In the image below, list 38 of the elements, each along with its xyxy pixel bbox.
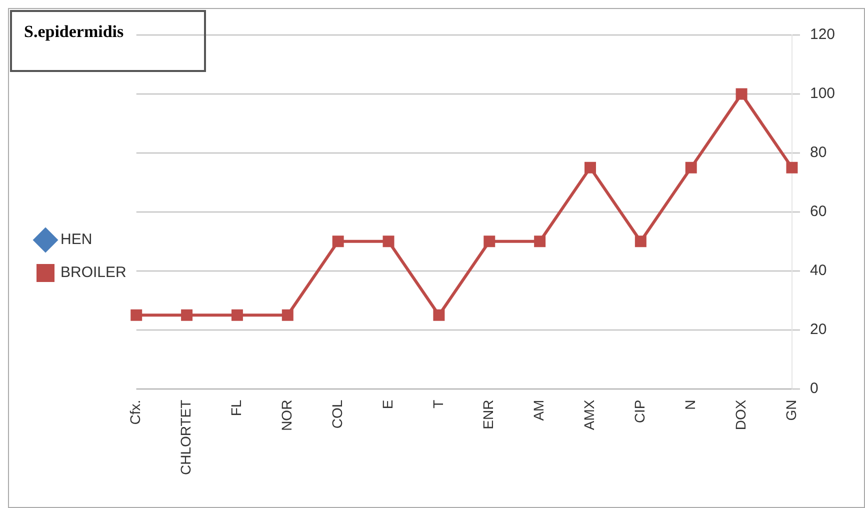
point [181, 309, 193, 321]
x-tick-label: COL [328, 400, 345, 429]
x-tick-label: DOX [732, 399, 748, 430]
point [786, 162, 798, 174]
y-tick-label: 120 [810, 26, 836, 44]
legend-label: HEN [60, 231, 92, 248]
y-tick-label: 100 [810, 85, 836, 102]
point [534, 236, 546, 248]
y-tick-label: 20 [810, 320, 827, 338]
point [282, 309, 294, 321]
point [433, 309, 445, 321]
y-tick-label: 40 [810, 262, 827, 280]
y-tick-label: 80 [810, 144, 827, 162]
x-tick-label: FL [228, 400, 244, 416]
point [332, 236, 344, 248]
x-tick-label: NOR [278, 400, 295, 431]
x-tick-label: T [430, 399, 446, 408]
y-tick-label: 60 [810, 203, 827, 220]
legend-label: BROILER [60, 264, 127, 282]
x-tick-label: GN [782, 400, 799, 421]
chart-title: S.epidermidis [10, 10, 206, 72]
x-tick-label: N [682, 400, 698, 410]
x-tick-label: AMX [581, 399, 598, 430]
point [736, 88, 748, 100]
x-tick-label: CHLORTET [178, 399, 194, 476]
y-tick-label: 0 [810, 380, 818, 397]
point [584, 162, 596, 174]
point [685, 162, 697, 174]
point [231, 309, 243, 321]
point [634, 236, 646, 248]
point [382, 236, 394, 248]
x-tick-label: CIP [632, 400, 648, 424]
x-tick-label: ENR [480, 400, 496, 430]
point [484, 236, 496, 248]
x-tick-label: Cfx. [127, 400, 144, 425]
x-tick-label: E [379, 400, 396, 410]
point [130, 309, 142, 321]
x-tick-label: AM [530, 400, 547, 421]
